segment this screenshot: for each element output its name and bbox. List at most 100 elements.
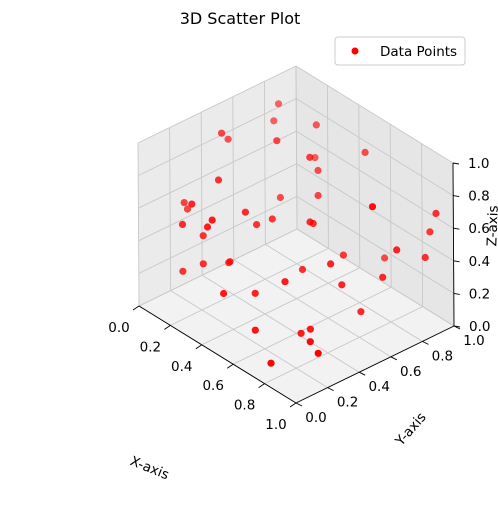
data-point (267, 359, 275, 367)
grid-line (389, 124, 392, 288)
y-tick-label: 0.4 (368, 379, 389, 395)
grid-line (169, 127, 172, 291)
data-point (180, 199, 188, 207)
z-tick-label: 0.8 (468, 189, 489, 205)
data-point (314, 166, 322, 175)
data-point (314, 191, 322, 200)
x-tick-label: 0.8 (234, 398, 255, 414)
data-point (393, 246, 401, 254)
z-tick-mark (453, 260, 460, 263)
left-wall-pane (138, 66, 297, 306)
data-point (306, 338, 314, 346)
grid-line (138, 228, 298, 307)
y-tick-label: 1.0 (463, 333, 484, 349)
data-point (306, 153, 314, 161)
x-axis-line (138, 305, 297, 404)
data-point (241, 208, 249, 216)
grid-line (296, 228, 455, 327)
grid-line (326, 85, 329, 249)
grid-line (137, 142, 140, 307)
z-axis-line (452, 162, 455, 327)
axis-panes (138, 66, 454, 403)
z-axis-label: Z-axis (484, 205, 498, 246)
y-axis-line (295, 325, 455, 404)
grid-line (137, 65, 297, 144)
tick-labels: 0.00.20.40.60.81.0 0.00.20.40.60.81.00.00… (108, 156, 490, 433)
y-tick-label: 0.0 (305, 410, 326, 426)
data-point (179, 267, 187, 275)
data-point (381, 254, 389, 262)
grid-line (265, 244, 423, 342)
data-point (208, 216, 216, 224)
data-point (220, 289, 228, 298)
grid-line (296, 130, 454, 229)
grid-line (200, 112, 203, 276)
y-tick-mark (390, 356, 398, 361)
grid-line (295, 65, 298, 230)
data-point (379, 273, 387, 281)
data-point (426, 228, 434, 236)
data-point (432, 209, 440, 217)
z-tick-label: 0.6 (468, 221, 489, 237)
data-point (214, 176, 223, 184)
grid-line (295, 98, 454, 196)
x-axis-label: X-axis (128, 453, 172, 483)
grid-line (170, 247, 329, 326)
y-tick-label: 0.8 (432, 348, 453, 364)
grid-line (233, 286, 392, 365)
floor-pane (139, 229, 454, 403)
data-point (268, 215, 276, 223)
data-point (357, 308, 365, 316)
data-point (270, 117, 278, 125)
y-axis-label: Y-axis (392, 410, 430, 450)
grid-line (201, 267, 360, 346)
data-point (314, 349, 322, 357)
y-tick-mark (358, 371, 366, 376)
data-point (306, 325, 314, 333)
z-tick-label: 0.0 (469, 319, 490, 335)
legend-label: Data Points (380, 44, 457, 60)
grid-line (232, 96, 235, 260)
data-point (327, 260, 335, 268)
z-tick-mark (452, 162, 460, 165)
data-points (178, 100, 440, 367)
data-point (199, 232, 207, 240)
legend: Data Points (334, 36, 466, 66)
data-point (273, 137, 281, 145)
data-point (311, 154, 319, 162)
x-tick-label: 0.4 (171, 359, 192, 375)
data-point (251, 289, 259, 297)
y-tick-label: 0.2 (337, 395, 358, 411)
grid-line (233, 259, 392, 358)
data-point (253, 221, 261, 229)
x-tick-mark (226, 363, 234, 369)
grid-line (264, 306, 423, 385)
x-tick-mark (132, 305, 140, 311)
data-point (274, 100, 283, 108)
z-tick-label: 1.0 (468, 156, 489, 172)
y-tick-mark (327, 387, 334, 392)
grid-line (138, 195, 297, 274)
chart-title: 3D Scatter Plot (180, 9, 301, 28)
data-point (339, 251, 347, 259)
data-point (276, 193, 284, 202)
data-point (421, 253, 429, 262)
x-tick-label: 0.0 (108, 320, 129, 336)
data-point (183, 205, 192, 213)
data-point (361, 148, 369, 156)
grid-line (296, 196, 455, 294)
y-tick-label: 0.6 (400, 364, 421, 380)
y-tick-mark (422, 340, 429, 345)
data-point (312, 121, 320, 129)
data-point (298, 265, 307, 274)
x-tick-mark (289, 402, 297, 408)
x-tick-mark (258, 383, 265, 388)
axis-lines (138, 162, 455, 404)
y-tick-mark (295, 402, 303, 407)
z-tick-mark (453, 292, 460, 295)
grid-line (138, 130, 297, 209)
data-point (199, 260, 207, 268)
data-point (224, 135, 232, 143)
z-tick-mark (453, 195, 460, 198)
